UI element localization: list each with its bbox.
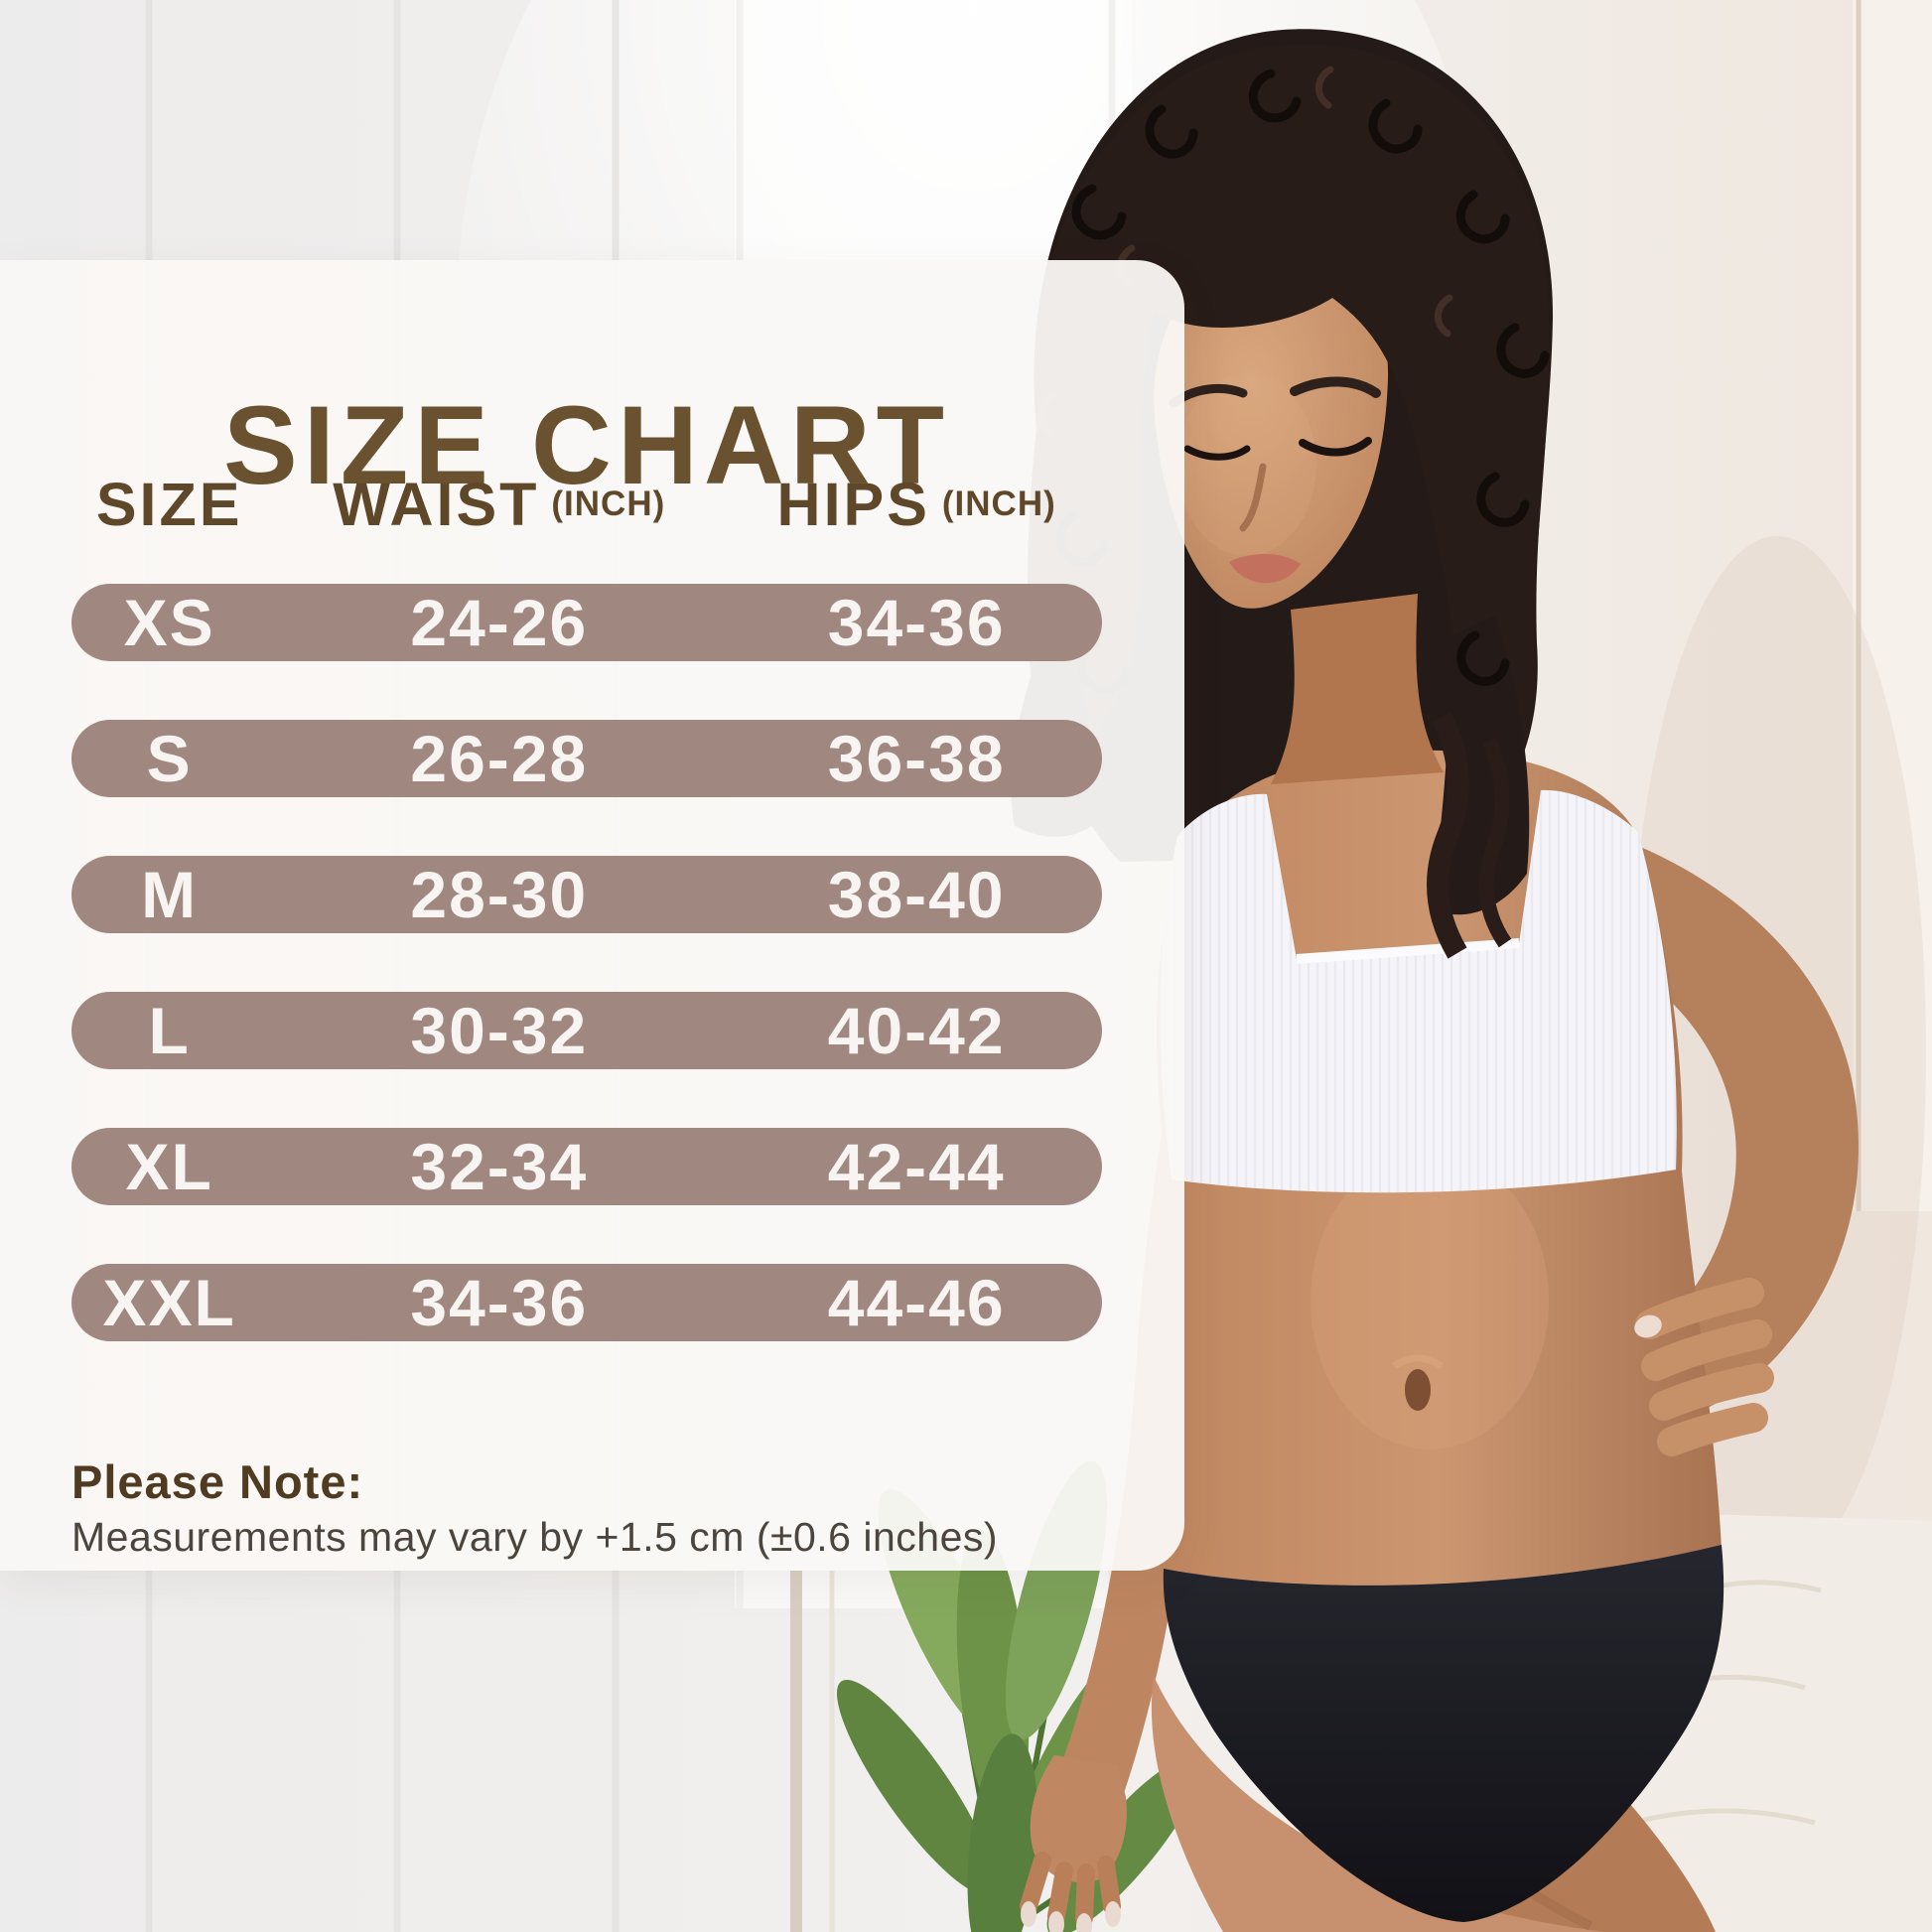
table-row: XS 24-26 34-36 <box>71 584 1102 661</box>
face-features <box>1169 376 1381 532</box>
cell-hips: 44-46 <box>827 1266 1006 1339</box>
column-header-hips: HIPS (INCH) <box>776 471 1056 538</box>
face <box>1154 247 1389 609</box>
cell-hips: 34-36 <box>827 586 1006 659</box>
fingernail <box>1634 1314 1662 1338</box>
table-row: L 30-32 40-42 <box>71 992 1102 1069</box>
lips <box>1229 553 1301 584</box>
size-chart-card: SIZE CHART SIZE WAIST (INCH) HIPS (INCH) X… <box>0 260 1184 1571</box>
table-row: XL 32-34 42-44 <box>71 1128 1102 1205</box>
cell-waist: 26-28 <box>410 722 589 795</box>
cell-hips: 38-40 <box>827 858 1006 931</box>
cell-waist: 30-32 <box>410 994 589 1067</box>
cell-size: XXL <box>102 1266 236 1339</box>
column-header-waist: WAIST (INCH) <box>333 471 666 538</box>
table-row: XXL 34-36 44-46 <box>71 1264 1102 1341</box>
table-row: M 28-30 38-40 <box>71 856 1102 933</box>
cell-waist: 24-26 <box>410 586 589 659</box>
note-body: Measurements may vary by +1.5 cm (±0.6 i… <box>71 1514 999 1560</box>
curl-strands <box>1427 712 1512 959</box>
size-table: XS 24-26 34-36 S 26-28 36-38 M 28-30 38-… <box>71 584 1102 1400</box>
size-chart-title: SIZE CHART <box>223 383 950 508</box>
waist-unit-label: (INCH) <box>551 484 666 523</box>
cell-size: S <box>146 722 193 795</box>
note-heading: Please Note: <box>71 1455 364 1508</box>
hips-unit-label: (INCH) <box>941 484 1056 523</box>
cell-size: L <box>148 994 191 1067</box>
cell-size: XS <box>123 586 215 659</box>
picture-frame-edge <box>1853 0 1932 1211</box>
cell-hips: 40-42 <box>827 994 1006 1067</box>
cell-size: XL <box>125 1130 213 1203</box>
right-arm <box>1549 818 1860 1420</box>
column-header-size: SIZE <box>95 471 243 538</box>
cell-waist: 34-36 <box>410 1266 589 1339</box>
table-row: S 26-28 36-38 <box>71 720 1102 797</box>
cell-hips: 36-38 <box>827 722 1006 795</box>
cell-hips: 42-44 <box>827 1130 1006 1203</box>
front-leg <box>1151 1676 1604 1932</box>
cell-size: M <box>141 858 199 931</box>
cell-waist: 32-34 <box>410 1130 589 1203</box>
hair-front <box>1027 44 1550 854</box>
table-header-row: SIZE WAIST (INCH) HIPS (INCH) <box>71 465 1102 544</box>
navel <box>1405 1369 1431 1411</box>
belly-highlight <box>1311 1152 1549 1449</box>
neck <box>1271 594 1444 784</box>
cell-waist: 28-30 <box>410 858 589 931</box>
left-hand <box>1020 1755 1127 1932</box>
neckline-trim <box>1296 938 1520 964</box>
black-brief <box>1163 1545 1725 1922</box>
